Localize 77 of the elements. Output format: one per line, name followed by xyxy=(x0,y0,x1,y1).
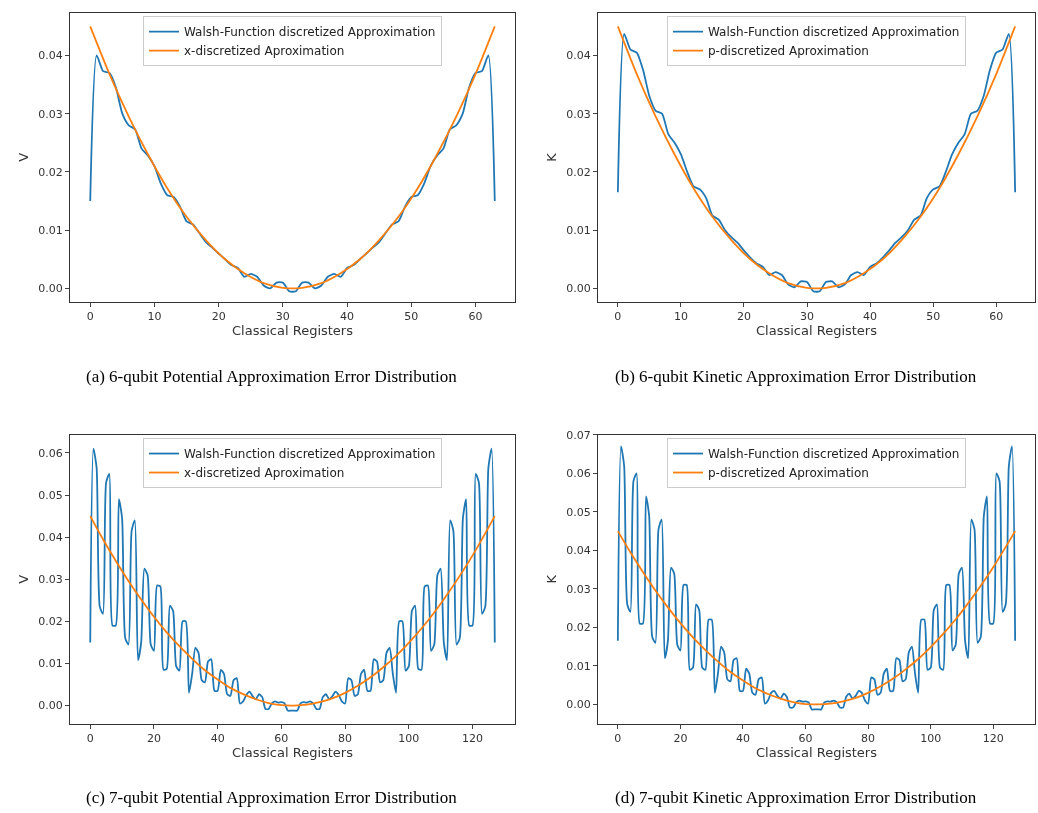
x-tick-label: 30 xyxy=(800,310,815,323)
x-tick-label: 50 xyxy=(926,310,941,323)
line-series xyxy=(616,530,1017,706)
x-tick-label: 120 xyxy=(982,731,1004,745)
text: (c) 7-qubit Potential Approximation Error Distribution xyxy=(86,788,458,807)
x-tick-label: 40 xyxy=(210,731,225,745)
y-tick-label: 0.00 xyxy=(566,282,591,296)
legend-label: p-discretized Aproximation xyxy=(708,466,869,481)
x-tick-label: 0 xyxy=(86,310,94,323)
y-tick-label: 0.05 xyxy=(566,505,591,519)
x-tick-label: 0 xyxy=(614,731,622,745)
y-tick-label: 0.02 xyxy=(38,165,63,179)
y-tick-label: 0.02 xyxy=(38,615,63,629)
x-tick-label: 40 xyxy=(863,310,878,323)
x-tick-label: 10 xyxy=(147,310,162,323)
y-tick-label: 0.06 xyxy=(38,446,63,460)
x-tick-label: 20 xyxy=(673,731,688,745)
y-axis-title: V xyxy=(16,574,32,584)
line-series xyxy=(89,515,496,707)
x-axis-title: Classical Registers xyxy=(232,744,354,760)
legend-label: x-discretized Aproximation xyxy=(184,44,345,59)
x-tick-label: 100 xyxy=(398,731,420,745)
x-tick-label: 60 xyxy=(274,731,289,745)
legend-label: Walsh-Function discretized Approximation xyxy=(184,25,436,40)
y-tick-label: 0.06 xyxy=(566,467,591,481)
y-tick-label: 0.00 xyxy=(566,698,591,712)
x-tick-label: 10 xyxy=(673,310,688,323)
y-axis-title: V xyxy=(16,152,32,162)
x-tick-label: 30 xyxy=(275,310,290,323)
y-tick-label: 0.04 xyxy=(566,544,591,558)
y-tick-label: 0.04 xyxy=(38,530,63,544)
y-axis-title: K xyxy=(544,574,560,584)
y-tick-label: 0.03 xyxy=(38,107,63,121)
y-tick-label: 0.00 xyxy=(38,699,63,713)
x-tick-label: 60 xyxy=(989,310,1004,323)
y-axis-title: K xyxy=(544,152,560,162)
y-tick-label: 0.03 xyxy=(566,107,591,121)
x-tick-label: 40 xyxy=(340,310,355,323)
x-axis-title: Classical Registers xyxy=(756,323,878,338)
legend-label: Walsh-Function discretized Approximation xyxy=(184,447,436,462)
x-tick-label: 120 xyxy=(461,731,483,745)
line-series xyxy=(616,445,1017,711)
x-tick-label: 20 xyxy=(211,310,226,323)
text: (d) 7-qubit Kinetic Approximation Error Distribution xyxy=(615,788,977,807)
y-tick-label: 0.03 xyxy=(566,582,591,596)
y-tick-label: 0.02 xyxy=(566,165,591,179)
y-tick-label: 0.01 xyxy=(38,224,63,238)
legend-label: Walsh-Function discretized Approximation xyxy=(708,447,960,462)
x-tick-label: 60 xyxy=(468,310,483,323)
y-tick-label: 0.04 xyxy=(38,49,63,63)
x-tick-label: 60 xyxy=(798,731,813,745)
y-tick-label: 0.00 xyxy=(38,282,63,296)
legend-label: x-discretized Aproximation xyxy=(184,466,345,481)
x-tick-label: 0 xyxy=(614,310,622,323)
x-tick-label: 100 xyxy=(920,731,942,745)
y-tick-label: 0.03 xyxy=(38,573,63,587)
y-tick-label: 0.01 xyxy=(566,659,591,673)
x-tick-label: 40 xyxy=(735,731,750,745)
y-tick-label: 0.01 xyxy=(566,224,591,238)
x-tick-label: 20 xyxy=(736,310,751,323)
y-tick-label: 0.04 xyxy=(566,49,591,63)
legend-label: p-discretized Aproximation xyxy=(708,44,869,59)
line-series xyxy=(89,447,496,712)
x-axis-title: Classical Registers xyxy=(232,323,354,338)
y-tick-label: 0.07 xyxy=(566,428,591,442)
x-tick-label: 20 xyxy=(146,731,161,745)
x-tick-label: 50 xyxy=(404,310,419,323)
x-tick-label: 80 xyxy=(861,731,876,745)
y-tick-label: 0.02 xyxy=(566,621,591,635)
x-tick-label: 0 xyxy=(86,731,94,745)
x-tick-label: 80 xyxy=(338,731,353,745)
y-tick-label: 0.05 xyxy=(38,488,63,502)
text: (b) 6-qubit Kinetic Approximation Error Distribution xyxy=(615,367,977,386)
y-tick-label: 0.01 xyxy=(38,657,63,671)
x-axis-title: Classical Registers xyxy=(756,744,878,760)
legend-label: Walsh-Function discretized Approximation xyxy=(708,25,960,40)
text: (a) 6-qubit Potential Approximation Error Distribution xyxy=(86,367,458,386)
